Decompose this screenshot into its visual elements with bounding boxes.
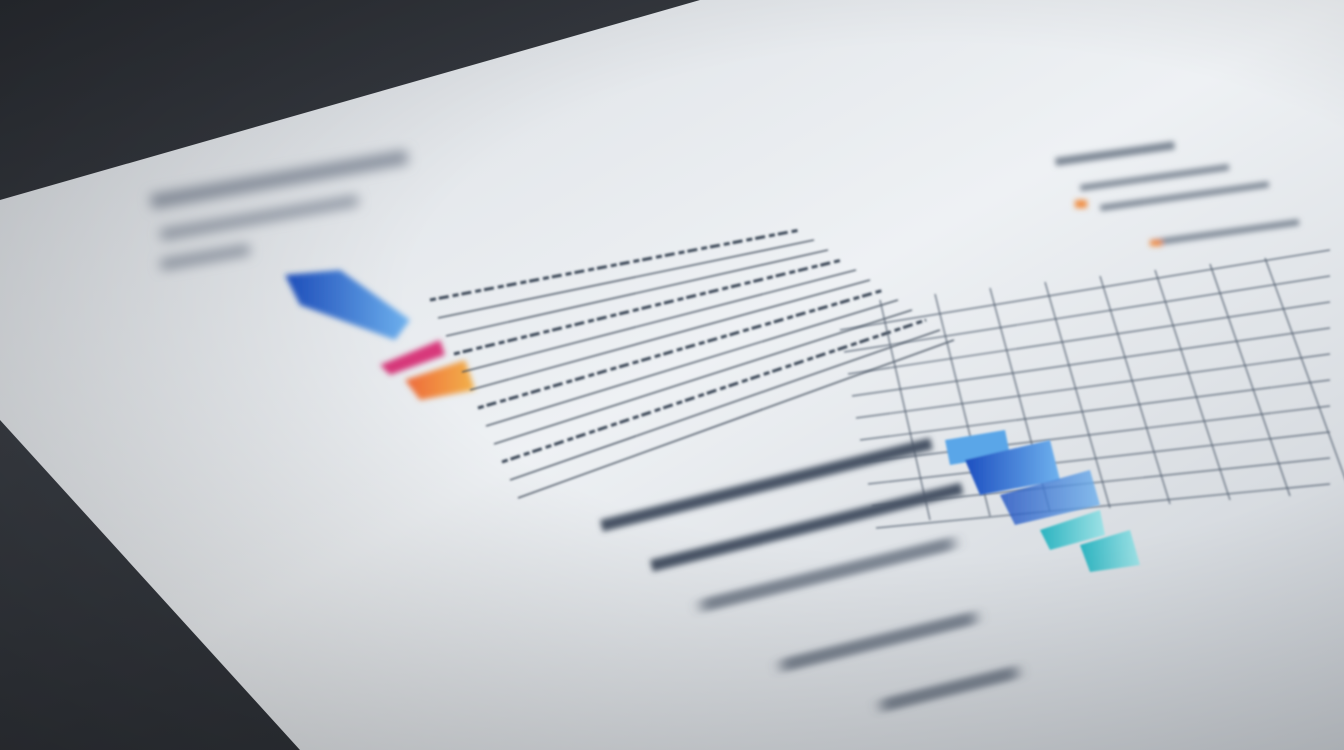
text-line bbox=[445, 249, 829, 337]
grid-row-line bbox=[859, 379, 1331, 441]
grid-col-line bbox=[879, 299, 931, 521]
blurred-lower-text bbox=[600, 437, 1019, 712]
bar bbox=[1080, 530, 1140, 572]
text-line bbox=[461, 269, 857, 373]
grid-row-line bbox=[847, 301, 1331, 375]
grid-col-line bbox=[1099, 275, 1171, 505]
text-line bbox=[493, 309, 913, 445]
text-line bbox=[437, 239, 815, 319]
grid-row-line bbox=[871, 457, 1331, 507]
text-line bbox=[429, 228, 801, 302]
bar bbox=[965, 440, 1060, 495]
bar bbox=[1000, 470, 1100, 525]
text-line bbox=[477, 288, 885, 410]
grid-row-line bbox=[855, 353, 1331, 419]
grid-col-line bbox=[1044, 281, 1111, 509]
grid-row-line bbox=[867, 431, 1331, 485]
document-text-lines bbox=[429, 228, 955, 499]
blurred-side-text bbox=[1055, 141, 1300, 246]
grid-row-line bbox=[851, 327, 1331, 397]
grid-row-line bbox=[843, 275, 1331, 353]
text-line bbox=[509, 329, 941, 481]
blurred-heading bbox=[150, 149, 409, 270]
grid-row-line bbox=[875, 483, 1331, 529]
text-line bbox=[453, 258, 843, 356]
text-line bbox=[501, 318, 927, 464]
grid-col-line bbox=[1264, 257, 1344, 478]
grid-col-line bbox=[1154, 269, 1231, 501]
grid-row-line bbox=[863, 405, 1331, 463]
bar-chart bbox=[945, 430, 1140, 572]
grid-col-line bbox=[1209, 263, 1291, 497]
text-line bbox=[469, 279, 871, 391]
text-line bbox=[517, 339, 955, 499]
bar bbox=[1040, 510, 1105, 550]
color-legend-bars bbox=[285, 270, 475, 400]
text-line bbox=[485, 299, 899, 427]
grid-row-line bbox=[839, 249, 1331, 331]
